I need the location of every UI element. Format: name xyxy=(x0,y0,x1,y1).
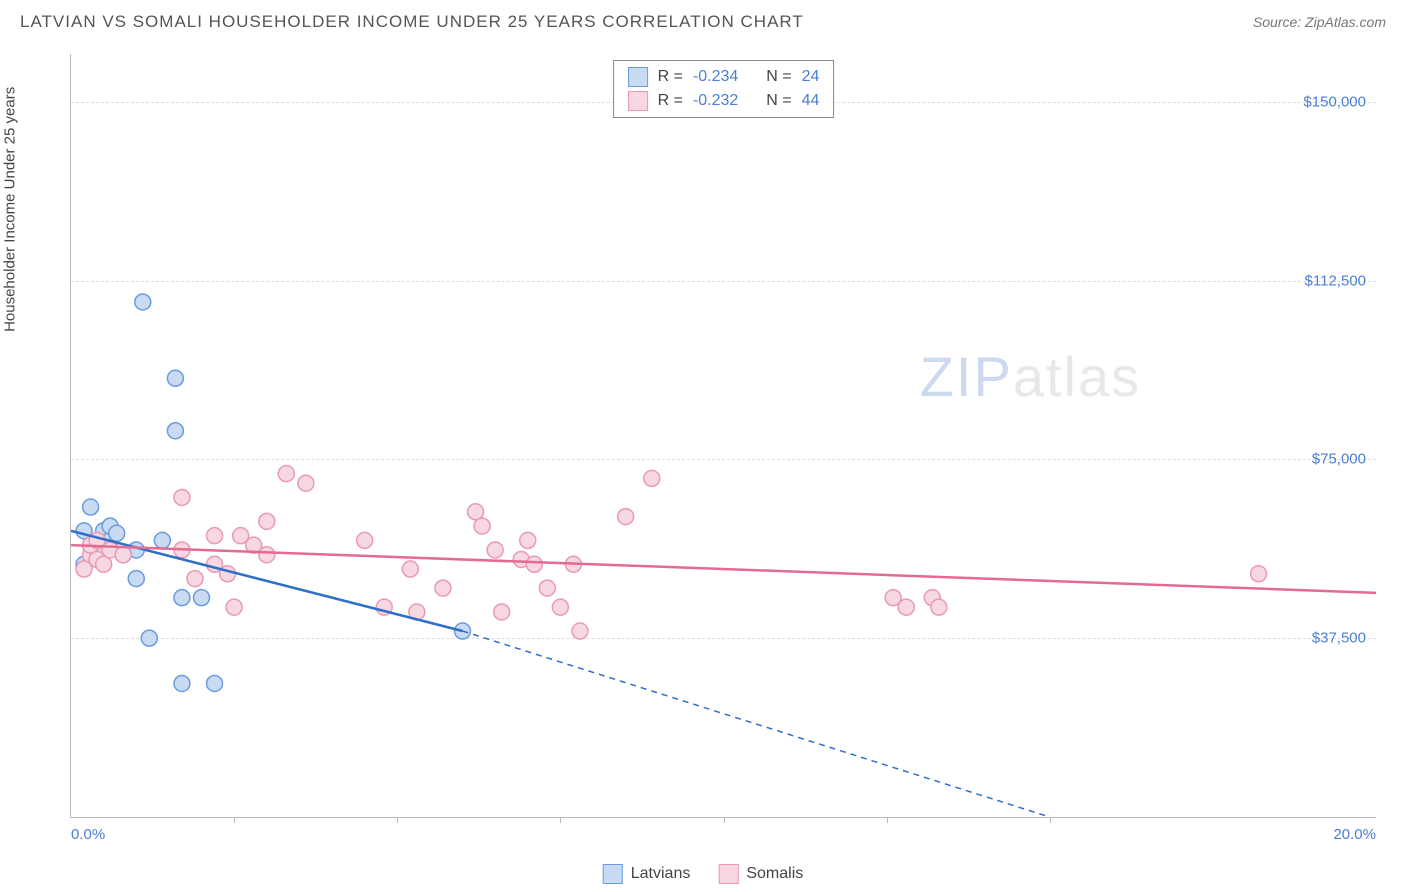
data-point xyxy=(552,599,568,615)
swatch-somalis-icon xyxy=(718,864,738,884)
chart-source: Source: ZipAtlas.com xyxy=(1253,14,1386,30)
data-point xyxy=(298,475,314,491)
swatch-somalis xyxy=(628,91,648,111)
data-point xyxy=(167,423,183,439)
data-point xyxy=(539,580,555,596)
data-point xyxy=(96,556,112,572)
legend-correlation: R = -0.234 N = 24 R = -0.232 N = 44 xyxy=(613,60,835,118)
swatch-latvians-icon xyxy=(603,864,623,884)
n-value-latvians: 24 xyxy=(802,68,820,86)
data-point xyxy=(194,590,210,606)
y-axis-label: Householder Income Under 25 years xyxy=(2,87,19,332)
data-point xyxy=(109,525,125,541)
data-point xyxy=(520,532,536,548)
chart-area: Householder Income Under 25 years ZIPatl… xyxy=(20,44,1386,848)
x-max-label: 20.0% xyxy=(1333,826,1376,843)
r-value-latvians: -0.234 xyxy=(693,68,738,86)
data-point xyxy=(207,675,223,691)
plot-svg xyxy=(71,54,1376,817)
data-point xyxy=(174,675,190,691)
data-point xyxy=(468,504,484,520)
data-point xyxy=(259,547,275,563)
trend-line xyxy=(71,545,1376,593)
data-point xyxy=(402,561,418,577)
data-point xyxy=(167,370,183,386)
data-point xyxy=(474,518,490,534)
data-point xyxy=(931,599,947,615)
trend-line-dashed xyxy=(463,631,1050,817)
data-point xyxy=(572,623,588,639)
data-point xyxy=(128,571,144,587)
data-point xyxy=(115,547,131,563)
legend-row-somalis: R = -0.232 N = 44 xyxy=(628,89,820,113)
data-point xyxy=(135,294,151,310)
data-point xyxy=(174,590,190,606)
data-point xyxy=(435,580,451,596)
plot-region: ZIPatlas R = -0.234 N = 24 R = -0.232 N … xyxy=(70,54,1376,818)
data-point xyxy=(83,499,99,515)
data-point xyxy=(494,604,510,620)
data-point xyxy=(357,532,373,548)
data-point xyxy=(226,599,242,615)
legend-series: Latvians Somalis xyxy=(603,864,804,884)
data-point xyxy=(526,556,542,572)
data-point xyxy=(187,571,203,587)
data-point xyxy=(141,630,157,646)
legend-item-latvians: Latvians xyxy=(603,864,691,884)
legend-row-latvians: R = -0.234 N = 24 xyxy=(628,65,820,89)
data-point xyxy=(154,532,170,548)
x-min-label: 0.0% xyxy=(71,826,105,843)
chart-header: LATVIAN VS SOMALI HOUSEHOLDER INCOME UND… xyxy=(0,0,1406,40)
n-value-somalis: 44 xyxy=(802,92,820,110)
data-point xyxy=(259,513,275,529)
swatch-latvians xyxy=(628,67,648,87)
data-point xyxy=(1251,566,1267,582)
data-point xyxy=(220,566,236,582)
data-point xyxy=(898,599,914,615)
r-value-somalis: -0.232 xyxy=(693,92,738,110)
chart-title: LATVIAN VS SOMALI HOUSEHOLDER INCOME UND… xyxy=(20,12,804,32)
data-point xyxy=(207,528,223,544)
data-point xyxy=(618,509,634,525)
data-point xyxy=(487,542,503,558)
legend-item-somalis: Somalis xyxy=(718,864,803,884)
data-point xyxy=(644,470,660,486)
data-point xyxy=(174,489,190,505)
data-point xyxy=(278,466,294,482)
